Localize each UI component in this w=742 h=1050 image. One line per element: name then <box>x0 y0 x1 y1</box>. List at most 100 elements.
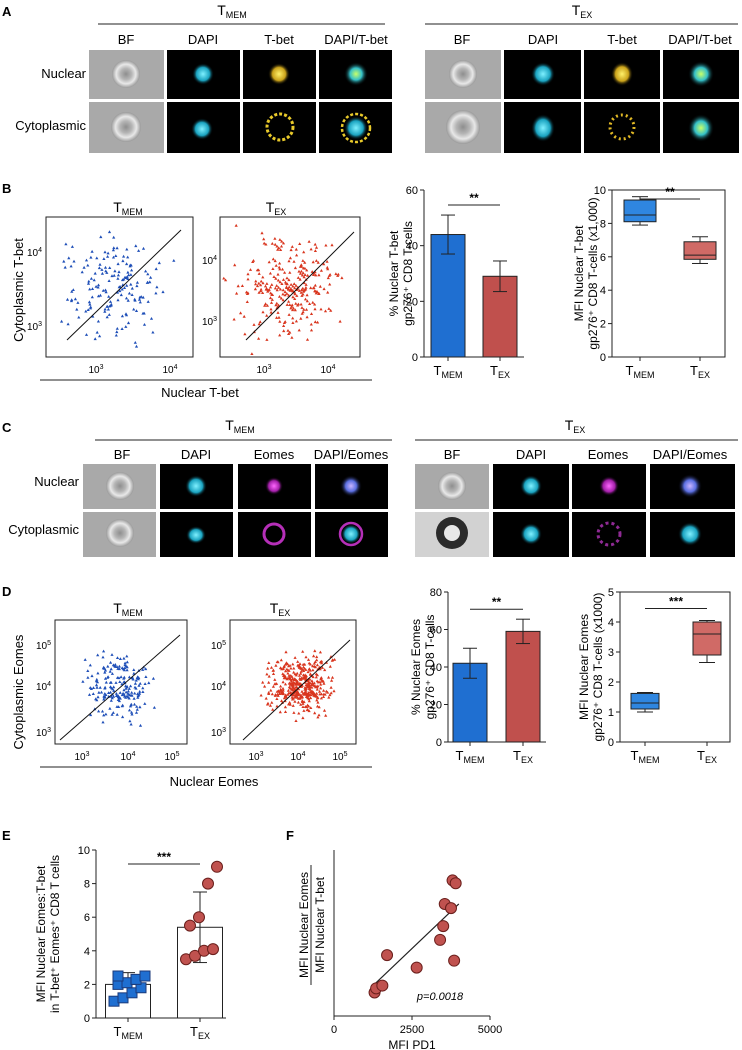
event-dot <box>313 711 317 715</box>
event-dot <box>142 311 146 315</box>
event-dot <box>327 695 331 699</box>
event-dot <box>137 249 141 252</box>
event-dot <box>296 660 300 663</box>
event-dot <box>118 691 122 694</box>
plot-frame <box>619 591 731 743</box>
data-point <box>445 902 457 915</box>
event-dot <box>301 665 306 669</box>
event-dot <box>313 649 317 653</box>
event-dot <box>292 282 296 285</box>
event-dot <box>295 679 300 683</box>
event-dot <box>331 658 335 661</box>
event-dot <box>86 308 90 311</box>
cell-merge <box>344 62 368 86</box>
event-dot <box>87 300 91 304</box>
data-point <box>189 949 201 962</box>
box <box>692 621 722 656</box>
event-dot <box>274 663 278 667</box>
event-dot <box>88 302 92 306</box>
event-dot <box>122 668 126 672</box>
y-tick-label: 3 <box>608 647 614 659</box>
event-dot <box>115 290 120 294</box>
event-dot <box>106 307 110 311</box>
event-dot <box>300 288 304 291</box>
panel-c-row-labels: Nuclear Cytoplasmic <box>8 474 79 537</box>
event-dot <box>143 702 147 705</box>
event-dot <box>149 275 153 279</box>
event-dot <box>141 295 145 299</box>
event-dot <box>70 245 74 248</box>
event-dot <box>108 266 112 269</box>
event-dot <box>95 685 99 689</box>
event-dot <box>315 691 319 695</box>
event-dot <box>137 683 141 687</box>
event-dot <box>248 268 253 271</box>
event-dot <box>324 243 328 247</box>
event-dot <box>270 692 274 696</box>
event-dot <box>259 287 263 291</box>
y-axis-label: gp276⁺ CD8 T-cells <box>401 221 415 326</box>
event-dot <box>95 677 99 681</box>
y-tick-label: 6 <box>600 252 606 264</box>
event-dot <box>127 291 131 295</box>
event-dot <box>292 670 296 674</box>
event-dot <box>314 291 318 295</box>
cell-eomes-ring <box>596 521 622 547</box>
event-dot <box>287 278 291 282</box>
event-dot <box>320 666 324 669</box>
event-dot <box>90 674 94 678</box>
event-dot <box>281 292 285 296</box>
y-tick-label: 5 <box>608 587 614 599</box>
event-dot <box>309 691 313 695</box>
event-dot <box>330 678 334 682</box>
event-dot <box>282 321 286 324</box>
scatter-title: TMEM <box>113 600 143 618</box>
event-dot <box>318 689 322 693</box>
event-dot <box>233 263 237 267</box>
panel-letter-d: D <box>2 584 11 599</box>
event-dot <box>95 698 99 702</box>
event-dot <box>138 682 142 685</box>
event-dot <box>292 711 296 714</box>
tick-label: 104 <box>162 364 177 376</box>
event-dot <box>257 337 261 340</box>
cell-dapi <box>192 63 214 85</box>
event-dot <box>318 667 322 671</box>
event-dot <box>128 704 133 708</box>
event-dot <box>289 306 293 310</box>
event-dot <box>117 270 121 274</box>
y-axis-label: gp276⁺ CD8 T-cells (x1,000) <box>586 197 600 349</box>
y-tick-label: 4 <box>84 946 90 958</box>
event-dot <box>149 317 154 320</box>
y-axis-label: in T-bet⁺ Eomes⁺ CD8 T cells <box>48 855 62 1013</box>
cell-dapi <box>531 114 555 142</box>
event-dot <box>236 284 240 288</box>
event-dot <box>262 237 266 241</box>
event-dot <box>291 696 295 700</box>
event-dot <box>67 256 71 260</box>
event-dot <box>316 320 320 324</box>
event-dot <box>308 668 312 672</box>
event-dot <box>328 664 332 668</box>
event-dot <box>120 278 125 282</box>
col-header: BF <box>114 447 131 462</box>
col-header: Eomes <box>588 447 629 462</box>
event-dot <box>315 685 319 689</box>
event-dot <box>89 713 93 717</box>
event-dot <box>103 676 108 680</box>
event-dot <box>126 255 130 259</box>
cell-merge <box>688 114 714 142</box>
tick-label: 103 <box>211 727 226 739</box>
event-dot <box>125 283 129 287</box>
micrograph-eomes <box>572 512 646 557</box>
event-dot <box>278 710 282 714</box>
event-dot <box>224 278 228 282</box>
category-label: TEX <box>490 363 510 380</box>
event-dot <box>298 264 302 268</box>
scatter-title: TMEM <box>113 199 143 217</box>
event-dot <box>97 266 101 270</box>
event-dot <box>280 691 284 695</box>
event-dot <box>306 670 310 674</box>
event-dot <box>281 680 285 684</box>
event-dot <box>279 244 284 248</box>
